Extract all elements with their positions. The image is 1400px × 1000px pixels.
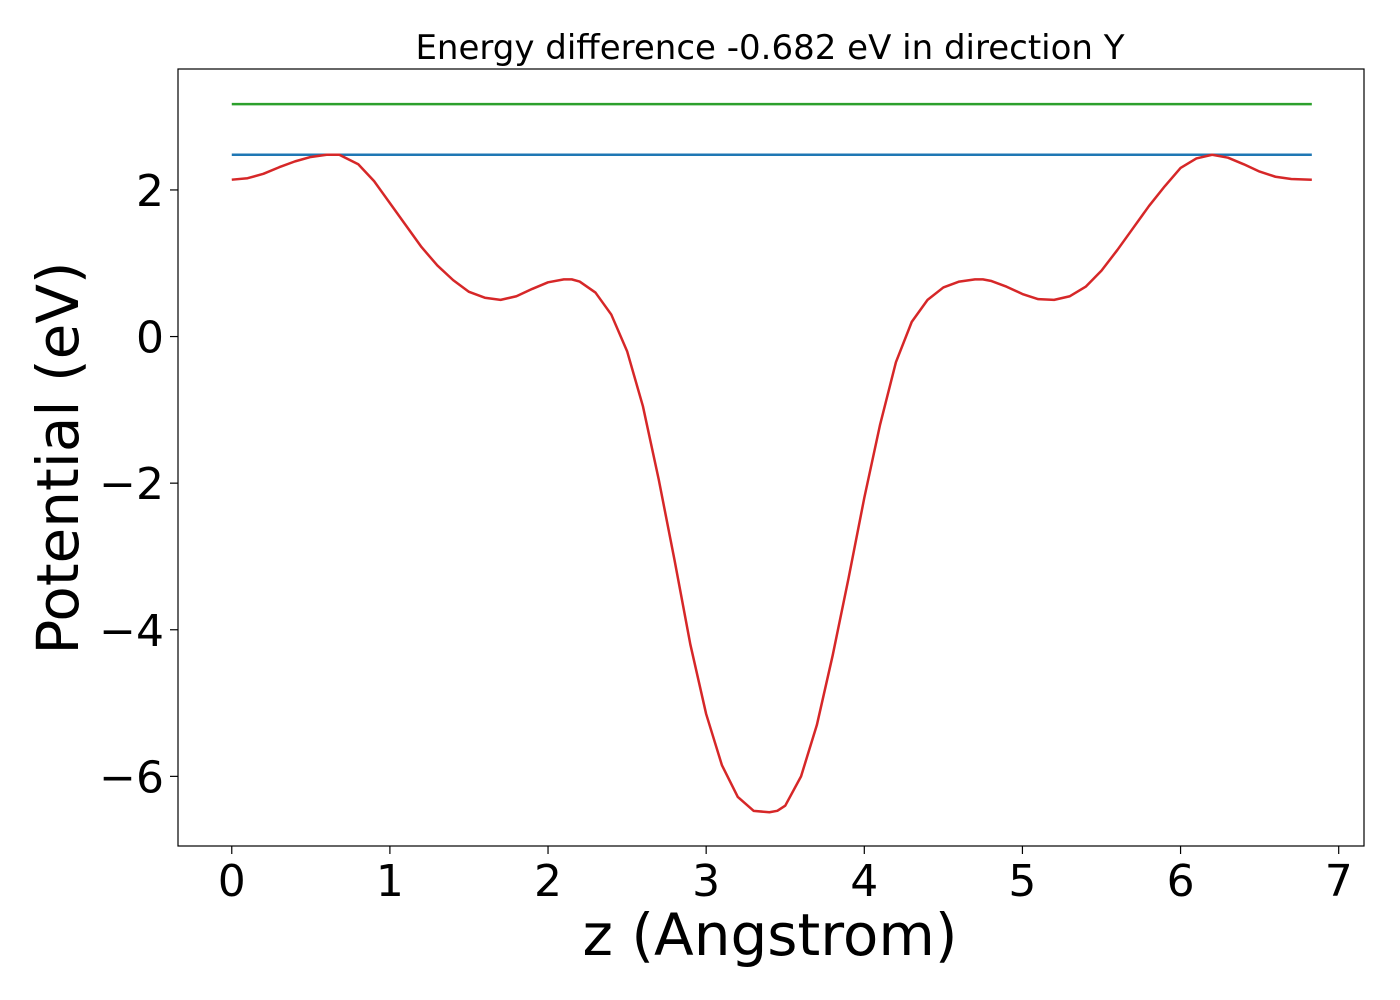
x-tick-label: 7 <box>1325 856 1353 907</box>
y-axis: −6 −4 −2 0 2 <box>99 166 178 803</box>
x-tick-label: 1 <box>376 856 404 907</box>
chart-title: Energy difference -0.682 eV in direction… <box>415 28 1124 68</box>
y-tick-label: 0 <box>136 313 164 364</box>
x-tick-label: 3 <box>692 856 720 907</box>
x-tick-label: 2 <box>534 856 562 907</box>
x-axis-label: z (Angstrom) <box>583 901 958 969</box>
series-line-2 <box>231 153 1312 814</box>
y-axis-label: Potential (eV) <box>24 261 92 654</box>
y-tick-label: −2 <box>99 459 164 510</box>
y-tick-label: −4 <box>99 606 164 657</box>
x-tick-label: 4 <box>850 856 878 907</box>
x-axis: 0 1 2 3 4 5 6 7 <box>218 846 1353 907</box>
x-tick-label: 6 <box>1167 856 1195 907</box>
y-tick-label: −6 <box>99 752 164 803</box>
x-tick-label: 0 <box>218 856 246 907</box>
series-layer <box>231 102 1312 814</box>
plot-frame <box>177 68 1365 847</box>
x-tick-label: 5 <box>1008 856 1036 907</box>
y-tick-label: 2 <box>136 166 164 217</box>
